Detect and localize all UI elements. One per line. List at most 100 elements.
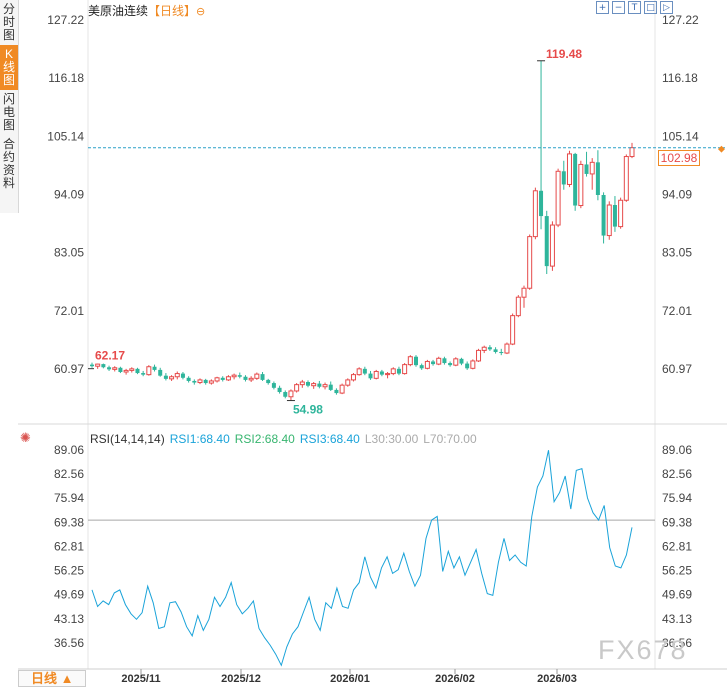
rsi-ytick-right: 75.94 bbox=[662, 491, 692, 505]
candle-body bbox=[589, 161, 595, 175]
zoom-in-icon[interactable]: + bbox=[596, 1, 609, 14]
candle-body bbox=[317, 383, 322, 387]
kline-ytick-right: 72.01 bbox=[662, 304, 692, 318]
candle-body bbox=[504, 343, 510, 354]
candle-body bbox=[373, 370, 379, 379]
kline-ytick-left: 72.01 bbox=[54, 304, 84, 318]
candle-body bbox=[510, 315, 516, 345]
candle-body bbox=[419, 365, 424, 369]
candle-body bbox=[254, 373, 260, 379]
candle-body bbox=[566, 153, 572, 185]
rsi-ytick-right: 89.06 bbox=[662, 443, 692, 457]
kline-ytick-left: 94.09 bbox=[54, 188, 84, 202]
tab-flash-chart[interactable]: 闪电图 bbox=[2, 92, 15, 132]
instrument-title: 美原油连续 bbox=[88, 4, 149, 18]
tab-contract-info[interactable]: 合约资料 bbox=[2, 137, 15, 190]
candle-body bbox=[266, 379, 271, 384]
timeframe-label[interactable]: 【日线】 bbox=[148, 4, 197, 18]
candle-body bbox=[271, 383, 276, 388]
candle-body bbox=[539, 190, 544, 217]
rsi-ytick-right: 43.13 bbox=[662, 612, 692, 626]
candle-body bbox=[225, 376, 231, 381]
candlestick-series bbox=[90, 60, 635, 401]
chart-toolbar: + − T □ ▷ bbox=[596, 1, 673, 14]
xtick-label: 2025/11 bbox=[121, 673, 160, 685]
candle-body bbox=[118, 367, 123, 373]
rsi-legend-title: RSI(14,14,14) bbox=[90, 432, 165, 446]
candle-body bbox=[521, 287, 527, 298]
candle-body bbox=[107, 367, 112, 370]
tab-time-chart[interactable]: 分时图 bbox=[2, 2, 15, 42]
candle-body bbox=[414, 356, 418, 366]
candle-body bbox=[544, 216, 549, 267]
rsi-legend-l30: L30:30.00 bbox=[364, 432, 419, 446]
next-icon[interactable]: ▷ bbox=[660, 1, 673, 14]
candle-body bbox=[163, 375, 168, 379]
candle-body bbox=[208, 380, 214, 384]
xtick-label: 2026/02 bbox=[435, 673, 475, 685]
candle-body bbox=[555, 170, 561, 226]
candle-body bbox=[350, 374, 356, 381]
candle-body bbox=[629, 147, 635, 158]
rsi-ytick-left: 49.69 bbox=[54, 588, 84, 602]
candle-body bbox=[356, 368, 362, 376]
candle-body bbox=[158, 369, 163, 376]
candle-body bbox=[322, 384, 328, 388]
axis-labels: 127.22 127.22 116.18 116.18 105.14 105.14 94.0… bbox=[47, 13, 699, 685]
candle-body bbox=[129, 368, 135, 371]
kline-ytick-right: 60.97 bbox=[662, 362, 692, 376]
rsi-ytick-left: 82.56 bbox=[54, 467, 84, 481]
fullscreen-icon[interactable]: □ bbox=[644, 1, 657, 14]
candle-body bbox=[465, 363, 470, 369]
period-selector[interactable]: 日线 ▲ bbox=[18, 670, 86, 687]
candle-body bbox=[146, 366, 152, 376]
candle-body bbox=[192, 380, 197, 383]
candle-body bbox=[623, 156, 629, 201]
candle-body bbox=[424, 360, 430, 369]
kline-ytick-left: 116.18 bbox=[48, 71, 84, 85]
candle-body bbox=[487, 347, 492, 350]
candle-body bbox=[152, 366, 157, 370]
rsi-legend-rsi3: RSI3:68.40 bbox=[299, 432, 360, 446]
switch-icon[interactable]: ⊖ bbox=[196, 5, 206, 18]
kline-ytick-left: 105.14 bbox=[47, 129, 84, 143]
candle-body bbox=[481, 346, 487, 351]
high-label: 119.48 bbox=[546, 47, 582, 61]
candle-body bbox=[260, 374, 265, 380]
settings-gear-icon[interactable]: ✺ bbox=[20, 431, 31, 446]
candle-body bbox=[606, 204, 612, 237]
candle-body bbox=[339, 384, 345, 394]
rsi-ytick-right: 56.25 bbox=[662, 564, 692, 578]
zoom-out-icon[interactable]: − bbox=[612, 1, 625, 14]
candle-body bbox=[493, 349, 498, 352]
candle-body bbox=[396, 368, 401, 374]
candle-body bbox=[174, 373, 180, 378]
candle-body bbox=[385, 373, 391, 376]
candle-body bbox=[299, 381, 305, 386]
rsi-ytick-left: 56.25 bbox=[54, 564, 84, 578]
text-icon[interactable]: T bbox=[628, 1, 641, 14]
candle-body bbox=[294, 384, 300, 392]
candle-body bbox=[431, 361, 436, 365]
rsi-ytick-left: 36.56 bbox=[54, 636, 84, 650]
rsi-ytick-right: 69.38 bbox=[662, 515, 692, 529]
price-annotations: ◆ 119.48 54.98 62.17 bbox=[88, 47, 725, 417]
candle-body bbox=[515, 296, 521, 317]
tab-kline-chart[interactable]: K线图 bbox=[0, 45, 18, 90]
xtick-label: 2026/01 bbox=[330, 673, 370, 685]
candle-body bbox=[362, 368, 367, 374]
kline-ytick-left: 83.05 bbox=[54, 246, 84, 260]
candle-body bbox=[90, 364, 94, 367]
rsi-ytick-left: 69.38 bbox=[54, 515, 84, 529]
xtick-label: 2025/12 bbox=[221, 673, 261, 685]
candle-body bbox=[95, 363, 101, 367]
xtick-label: 2026/03 bbox=[537, 673, 577, 685]
candle-body bbox=[283, 392, 288, 397]
rsi-line bbox=[91, 450, 633, 667]
candle-body bbox=[237, 375, 242, 377]
candle-body bbox=[595, 162, 600, 196]
candle-body bbox=[368, 373, 373, 379]
kline-ytick-left: 60.97 bbox=[54, 362, 84, 376]
candle-body bbox=[436, 357, 442, 365]
kline-ytick-right: 105.14 bbox=[662, 129, 699, 143]
